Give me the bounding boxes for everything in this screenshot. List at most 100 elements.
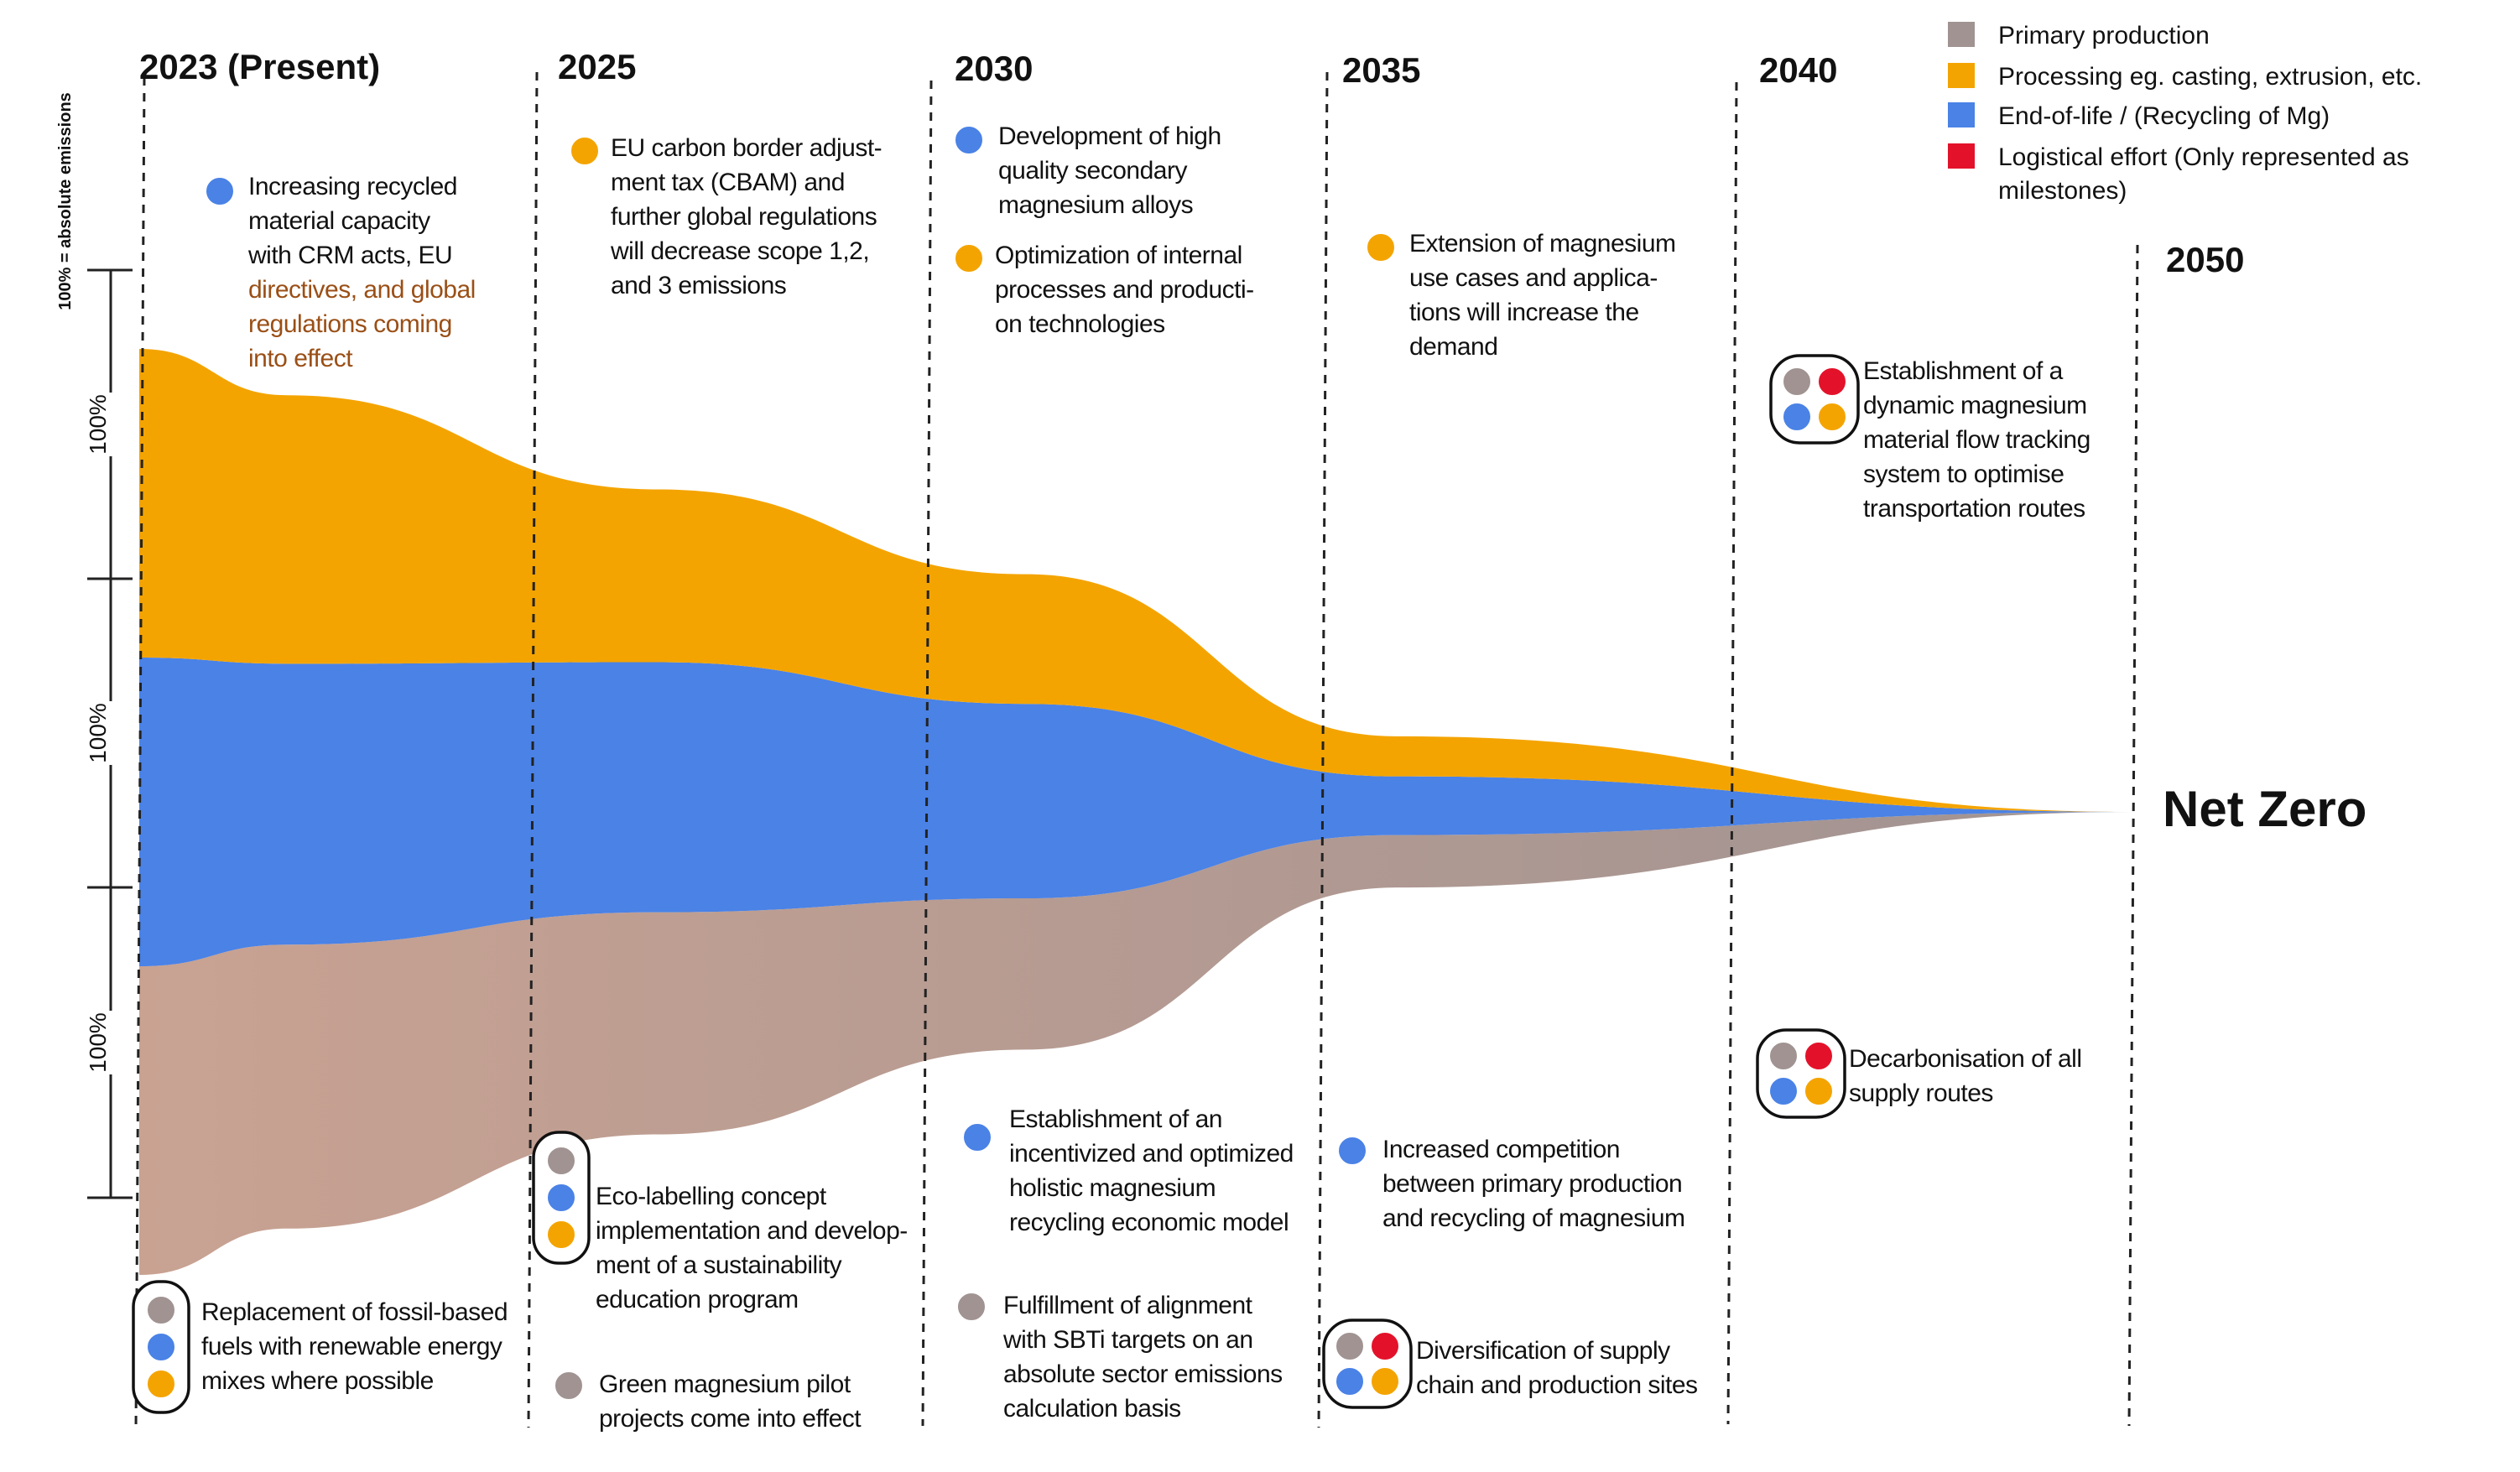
milestone-text-line: Establishment of a (1863, 357, 2063, 385)
milestone-text: Establishment of a dynamic magnesium mater… (1863, 354, 2090, 526)
milestone-marker-primary (546, 1146, 576, 1176)
milestone-text: Fulfillment of alignment with SBTi target… (1003, 1288, 1283, 1426)
y-band-label: 100% (85, 1012, 111, 1073)
milestone-text: Increased competition between primary pro… (1382, 1132, 1685, 1235)
milestone-text: EU carbon border adjust-ment tax (CBAM) … (611, 131, 883, 303)
milestone-text-line: holistic magnesium (1009, 1174, 1216, 1202)
legend-label-primary: Primary production (1998, 22, 2210, 49)
milestone-marker-processing (954, 243, 984, 273)
milestone-marker-end_of_life (962, 1122, 992, 1152)
milestone-text-line: use cases and applica- (1409, 264, 1658, 292)
milestone-text-line: implementation and develop- (596, 1217, 908, 1245)
year-label: 2040 (1759, 50, 1837, 90)
milestone-text-line: ment tax (CBAM) and (611, 169, 845, 196)
milestone-text-line: on technologies (995, 310, 1165, 338)
milestone-text-line: Replacement of fossil-based (201, 1298, 508, 1326)
milestone-text-line: will decrease scope 1,2, (611, 237, 870, 265)
milestone-text: Optimization of internal processes and pr… (995, 238, 1254, 341)
milestone-text-line: demand (1409, 333, 1498, 361)
year-gridline (1726, 81, 1738, 1425)
y-axis-scale-label: 100% = absolute emissions (56, 92, 75, 310)
milestone-marker-processing (146, 1369, 176, 1399)
milestone-text-line: Optimization of internal (995, 242, 1242, 269)
milestone-marker-end_of_life (146, 1332, 176, 1362)
milestone-marker-group (1769, 354, 1860, 445)
milestone-text: Establishment of an incentivized and opti… (1009, 1102, 1294, 1240)
milestone-text-line: Diversification of supply (1416, 1337, 1670, 1365)
milestone-text-line: mixes where possible (201, 1367, 434, 1395)
legend-swatch-primary (1948, 22, 1975, 47)
milestone-marker-processing (546, 1220, 576, 1250)
milestone-text-line: recycling economic model (1009, 1209, 1289, 1236)
milestone-text: Green magnesium pilot projects come into … (599, 1367, 862, 1436)
year-label: 2023 (Present) (139, 47, 380, 86)
milestone-text-line: transportation routes (1863, 495, 2085, 523)
milestone-marker-end_of_life (1335, 1366, 1365, 1397)
year-gridline (527, 71, 539, 1428)
milestone-marker-end_of_life (205, 176, 235, 206)
milestone-text-line: calculation basis (1003, 1395, 1181, 1423)
milestone-text: Extension of magnesium use cases and appl… (1409, 226, 1676, 364)
milestone-marker-logistics (1817, 367, 1847, 397)
milestone-marker-group (1756, 1028, 1846, 1119)
milestone-text-line: education program (596, 1286, 799, 1313)
milestone-text-line: Increasing recycled (248, 173, 457, 200)
year-gridline (2127, 244, 2139, 1427)
milestone-text-line: absolute sector emissions (1003, 1360, 1283, 1388)
milestone-marker-primary (956, 1292, 987, 1322)
year-gridline (921, 80, 933, 1427)
milestone-text-line: with CRM acts, EU (248, 242, 453, 269)
milestone-marker-primary (146, 1295, 176, 1325)
milestone-text-line: Extension of magnesium (1409, 230, 1676, 257)
milestone-marker-end_of_life (546, 1183, 576, 1213)
milestone-text-line: material capacity (248, 207, 430, 235)
milestone-text-line: between primary production (1382, 1170, 1683, 1198)
legend-swatch-end_of_life (1948, 102, 1975, 127)
milestone-marker-end_of_life (1337, 1136, 1367, 1166)
milestone-text: Replacement of fossil-based fuels with re… (201, 1295, 508, 1398)
milestone-text-line: and recycling of magnesium (1382, 1204, 1685, 1232)
area-primary-production (139, 812, 2136, 1275)
milestone-text-line: into effect (248, 345, 353, 372)
milestone-text-line: regulations coming (248, 310, 452, 338)
legend-label-end_of_life: End-of-life / (Recycling of Mg) (1998, 102, 2330, 130)
milestone-text-line: further global regulations (611, 203, 877, 231)
milestone-text-line: and 3 emissions (611, 272, 787, 299)
milestone-text: Increasing recycled material capacity with… (248, 169, 476, 376)
milestone-marker-logistics (1804, 1041, 1834, 1071)
milestone-text: Eco-labelling concept implementation and … (596, 1179, 908, 1317)
milestone-text-line: Fulfillment of alignment (1003, 1292, 1252, 1319)
milestone-text-line: fuels with renewable energy (201, 1333, 502, 1360)
milestone-marker-processing (1370, 1366, 1400, 1397)
milestone-text: Diversification of supply chain and produ… (1416, 1334, 1698, 1402)
milestone-text-line: system to optimise (1863, 460, 2064, 488)
milestone-text-line: Eco-labelling concept (596, 1183, 826, 1210)
milestone-text-line: Increased competition (1382, 1136, 1620, 1163)
milestone-marker-primary (1335, 1331, 1365, 1361)
year-gridline (1317, 71, 1329, 1428)
y-band-label: 100% (85, 703, 111, 763)
milestone-text-line: directives, and global (248, 276, 476, 304)
y-band-label: 100% (85, 394, 111, 455)
milestone-marker-primary (1782, 367, 1812, 397)
year-label: 2035 (1342, 50, 1420, 90)
milestone-marker-group (1322, 1319, 1413, 1409)
year-label: 2030 (955, 49, 1033, 88)
year-label: 2050 (2166, 240, 2244, 279)
year-gridline (134, 76, 146, 1431)
milestone-text-line: supply routes (1849, 1079, 1993, 1107)
milestone-marker-primary (1768, 1041, 1799, 1071)
milestone-text-line: Green magnesium pilot (599, 1371, 851, 1398)
legend-label-logistics: Logistical effort (Only represented as mi… (1998, 143, 2409, 205)
milestone-text-line: incentivized and optimized (1009, 1140, 1294, 1168)
milestone-text-line: quality secondary (998, 157, 1187, 185)
area-end-of-life (139, 658, 2136, 966)
milestone-marker-end_of_life (1782, 402, 1812, 432)
milestone-marker-end_of_life (954, 125, 984, 155)
milestone-text-line: chain and production sites (1416, 1371, 1698, 1399)
milestone-text-line: material flow tracking (1863, 426, 2090, 454)
milestone-text-line: magnesium alloys (998, 191, 1194, 219)
milestone-text-line: processes and producti- (995, 276, 1254, 304)
milestone-text-line: Decarbonisation of all (1849, 1045, 2082, 1073)
